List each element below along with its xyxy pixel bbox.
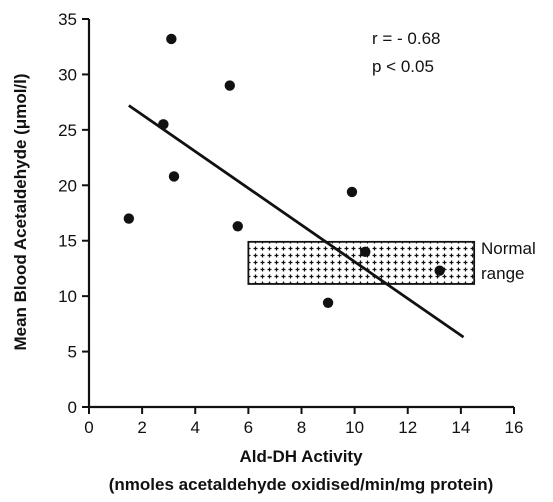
x-tick-label: 14: [451, 418, 470, 437]
data-point: [123, 213, 135, 224]
data-point: [166, 33, 177, 45]
annotation-p: p < 0.05: [372, 57, 434, 76]
data-point: [158, 119, 169, 130]
x-axis-title: Ald-DH Activity: [239, 447, 363, 466]
y-tick-label: 25: [58, 121, 77, 140]
x-tick-label: 16: [505, 418, 524, 437]
y-axis-title: Mean Blood Acetaldehyde (μmol/l): [11, 73, 30, 350]
axis-ticks: 0 2 4 6 8 10 12 14 16 0 5 10 15 20 25 30 35: [58, 10, 523, 437]
axes: [87, 19, 514, 409]
data-point: [232, 221, 243, 232]
normal-range-label-line2: range: [481, 264, 524, 283]
y-tick-label: 0: [68, 398, 77, 417]
regression-line: [128, 104, 465, 339]
annotation-r: r = - 0.68: [372, 29, 441, 48]
data-point: [346, 186, 358, 198]
data-point: [224, 80, 235, 91]
y-tick-label: 5: [68, 343, 77, 362]
data-point: [360, 246, 371, 257]
x-tick-label: 12: [398, 418, 417, 437]
data-point: [322, 297, 334, 308]
y-tick-label: 15: [58, 232, 77, 251]
y-tick-label: 20: [58, 176, 77, 195]
regression-line-group: [128, 104, 465, 339]
normal-range-rect: [247, 240, 476, 285]
y-tick-label: 35: [58, 10, 77, 29]
x-tick-label: 4: [191, 418, 200, 437]
x-tick-label: 6: [244, 418, 253, 437]
data-points: [123, 33, 445, 308]
x-tick-label: 8: [297, 418, 306, 437]
data-point: [434, 265, 445, 276]
x-tick-label: 0: [84, 418, 93, 437]
x-axis-subtitle: (nmoles acetaldehyde oxidised/min/mg pro…: [109, 475, 493, 494]
y-tick-label: 10: [58, 287, 77, 306]
normal-range-box: [247, 240, 476, 285]
normal-range-label-line1: Normal: [481, 239, 536, 258]
x-tick-label: 2: [137, 418, 146, 437]
y-tick-label: 30: [58, 65, 77, 84]
data-point: [168, 171, 180, 182]
x-tick-label: 10: [345, 418, 364, 437]
